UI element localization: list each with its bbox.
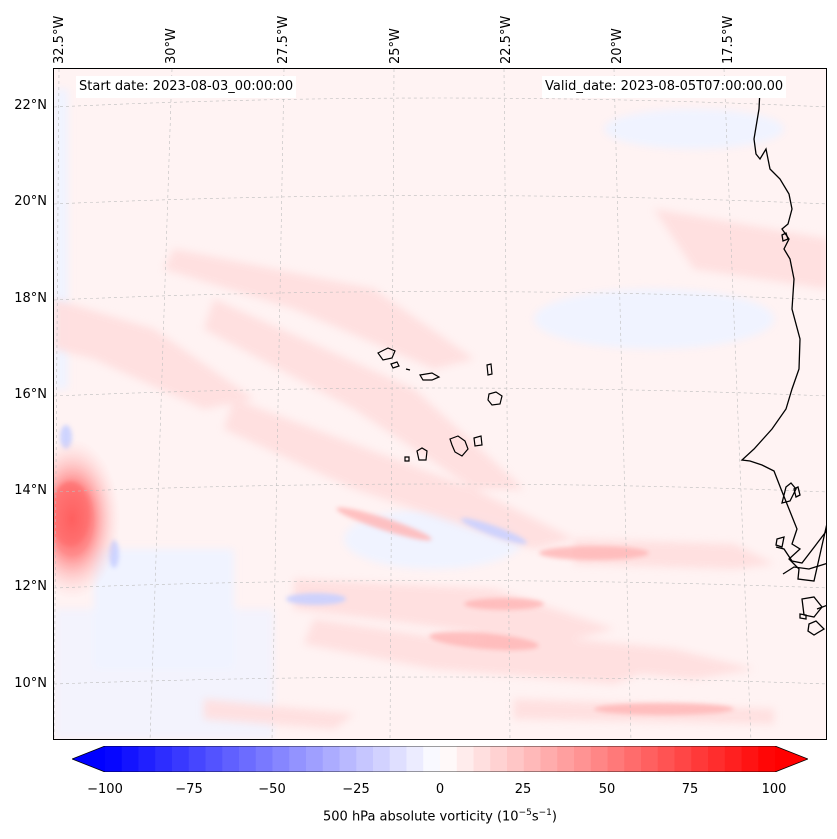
strong-positive-streaks	[336, 507, 734, 715]
colorbar-bin	[674, 746, 692, 772]
colorbar-bin	[121, 746, 140, 772]
cape-verde-islands	[377, 347, 503, 462]
colorbar-extend-low	[72, 746, 105, 772]
colorbar-bin	[322, 746, 341, 772]
african-coastline	[740, 88, 826, 636]
lon-label-17-5w: 17.5°W	[721, 15, 736, 64]
colorbar-bin	[406, 746, 424, 772]
colorbar-tick: 0	[435, 782, 445, 797]
colorbar-bin	[356, 746, 374, 772]
colorbar-bin	[389, 746, 408, 772]
colorbar-bin	[758, 746, 776, 772]
colorbar-bin	[172, 746, 190, 772]
colorbar-tick: −100	[87, 782, 123, 797]
colorbar-bin	[708, 746, 726, 772]
colorbar-bin	[507, 746, 525, 772]
colorbar-bin	[557, 746, 575, 772]
colorbar-bin	[339, 746, 357, 772]
colorbar-bin	[607, 746, 625, 772]
lon-label-30w: 30°W	[164, 28, 179, 64]
lat-label-12n: 12°N	[14, 579, 47, 594]
lat-label-10n: 10°N	[14, 676, 47, 691]
colorbar-tick: 100	[761, 782, 787, 797]
colorbar-bin	[574, 746, 592, 772]
lat-label-14n: 14°N	[14, 483, 47, 498]
colorbar-bin	[205, 746, 223, 772]
colorbar-bin	[289, 746, 307, 772]
colorbar-bin	[624, 746, 642, 772]
colorbar-bin	[222, 746, 240, 772]
colorbar-bin	[239, 746, 257, 772]
valid-date-label: Valid_date: 2023-08-05T07:00:00.00	[542, 76, 787, 98]
lat-label-20n: 20°N	[14, 194, 47, 209]
colorbar-label: 500 hPa absolute vorticity (10−5s−1)	[323, 808, 557, 825]
colorbar-extend-high	[775, 746, 808, 772]
colorbar-bin	[255, 746, 274, 772]
colorbar-tick: −75	[175, 782, 203, 797]
lat-label-18n: 18°N	[14, 291, 47, 306]
colorbar-bin	[440, 746, 458, 772]
start-date-label: Start date: 2023-08-03_00:00:00	[76, 76, 297, 98]
lat-label-16n: 16°N	[14, 387, 47, 402]
colorbar-bin	[306, 746, 324, 772]
lon-label-25w: 25°W	[388, 28, 403, 64]
colorbar-bin	[272, 746, 290, 772]
colorbar-bin	[741, 746, 759, 772]
colorbar-bin	[724, 746, 743, 772]
colorbar	[70, 745, 810, 773]
colorbar-bin	[138, 746, 156, 772]
colorbar-bin	[456, 746, 475, 772]
colorbar-bin	[523, 746, 542, 772]
colorbar-bin	[657, 746, 676, 772]
lon-label-20w: 20°W	[610, 28, 625, 64]
lat-label-22n: 22°N	[14, 98, 47, 113]
lon-label-22-5w: 22.5°W	[499, 15, 514, 64]
colorbar-bin	[188, 746, 207, 772]
colorbar-bin	[473, 746, 491, 772]
colorbar-tick: −50	[258, 782, 286, 797]
lon-label-32-5w: 32.5°W	[52, 15, 67, 64]
colorbar-tick: −25	[342, 782, 370, 797]
colorbar-bin	[590, 746, 609, 772]
map-gridlines	[54, 69, 826, 739]
colorbar-bin	[641, 746, 659, 772]
colorbar-tick: 25	[514, 782, 532, 797]
colorbar-bin	[105, 746, 123, 772]
colorbar-bin	[490, 746, 508, 772]
colorbar-bin	[691, 746, 709, 772]
colorbar-bin	[155, 746, 173, 772]
colorbar-bin	[373, 746, 391, 772]
lon-label-27-5w: 27.5°W	[276, 15, 291, 64]
colorbar-tick: 50	[598, 782, 616, 797]
colorbar-bin	[423, 746, 441, 772]
vorticity-map[interactable]	[53, 68, 827, 740]
colorbar-tick: 75	[681, 782, 699, 797]
colorbar-bin	[540, 746, 558, 772]
